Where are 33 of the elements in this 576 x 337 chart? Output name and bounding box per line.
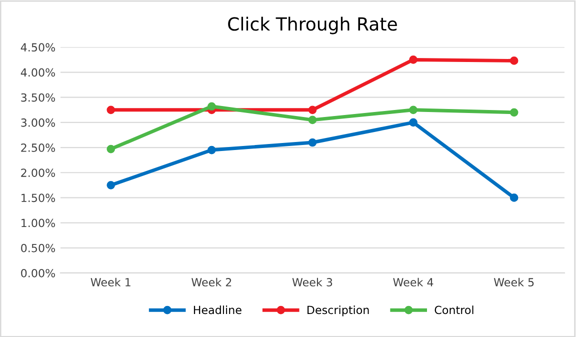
legend-label: Headline — [194, 306, 242, 314]
point — [510, 108, 518, 117]
y-tick-label: 2.00% — [21, 168, 56, 177]
x-tick-label: Week 2 — [192, 278, 232, 286]
y-tick-label: 4.50% — [20, 43, 56, 52]
point — [409, 118, 418, 127]
y-tick-label: 0.50% — [21, 244, 56, 252]
point — [308, 138, 317, 147]
point — [208, 102, 216, 111]
point — [106, 180, 116, 190]
point — [510, 56, 518, 65]
legend-label: Description — [308, 306, 369, 316]
point — [106, 144, 116, 154]
point — [106, 106, 116, 114]
y-tick-label: 2.50% — [21, 144, 56, 152]
point — [510, 194, 518, 202]
x-tick-label: Week 4 — [393, 278, 434, 286]
legend-label: Control — [434, 306, 474, 314]
y-tick-label: 4.00% — [20, 68, 56, 77]
x-tick-label: Week 3 — [292, 278, 332, 286]
y-tick-label: 1.00% — [22, 218, 56, 228]
y-tick-label: 3.50% — [21, 93, 56, 102]
point — [308, 116, 317, 124]
chart-title: Click Through Rate — [228, 16, 397, 34]
y-tick-label: 1.50% — [22, 194, 56, 202]
point — [409, 56, 418, 64]
point — [409, 106, 418, 114]
y-tick-label: 0.00% — [21, 268, 56, 278]
point — [208, 146, 216, 154]
point — [308, 106, 317, 114]
x-tick-label: Week 5 — [494, 278, 534, 286]
x-tick-label: Week 1 — [90, 278, 130, 286]
y-tick-label: 3.00% — [21, 118, 56, 127]
